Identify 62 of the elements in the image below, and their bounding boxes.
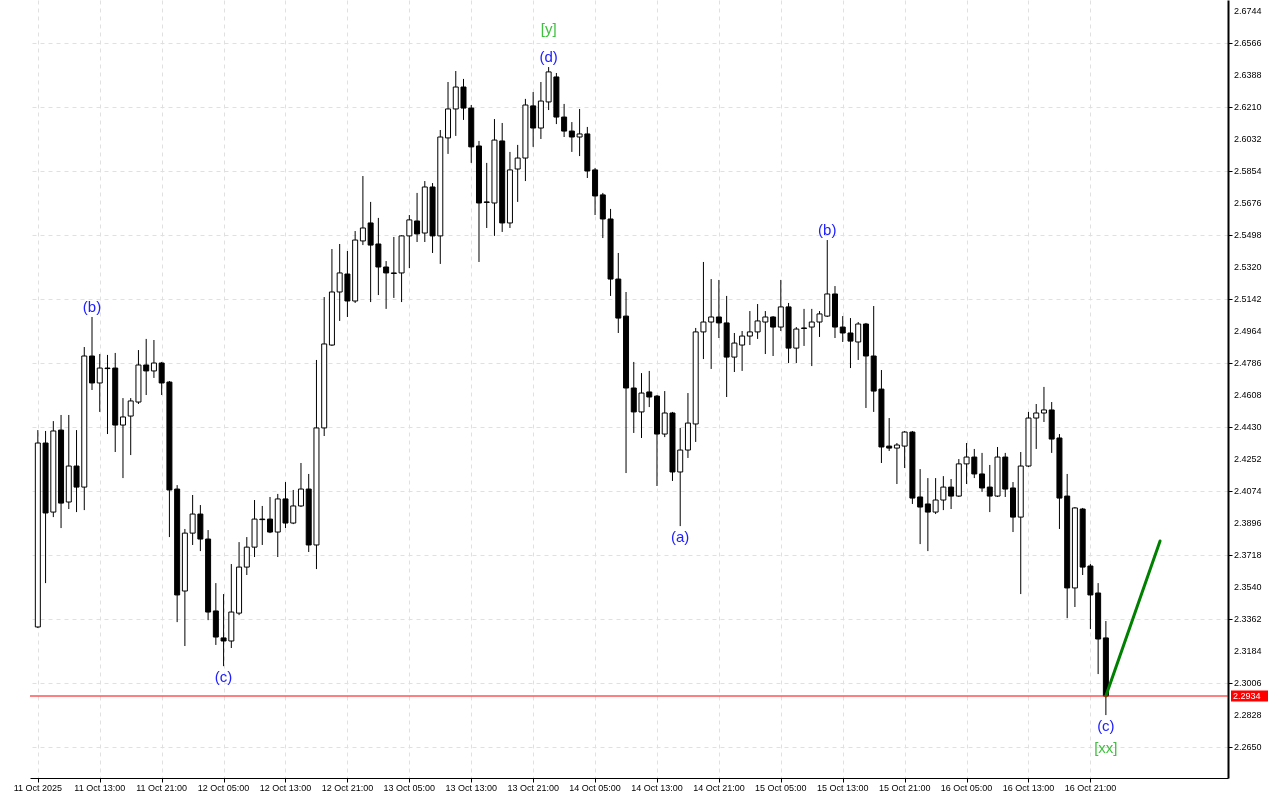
candlestick [297, 462, 304, 508]
annotation: (b) [82, 297, 102, 315]
candlestick [801, 308, 808, 347]
y-tick-label: 2.6210 [1234, 101, 1262, 112]
y-tick-label: 2.6388 [1234, 69, 1262, 80]
x-tick-label: 11 Oct 21:00 [136, 783, 188, 793]
y-tick-label: 2.4608 [1234, 390, 1262, 401]
annotation: [y] [540, 20, 557, 38]
x-tick-label: 12 Oct 05:00 [197, 783, 250, 793]
x-tick-label: 13 Oct 21:00 [507, 783, 559, 793]
y-tick-label: 2.3540 [1234, 582, 1262, 593]
candlestick [893, 442, 900, 485]
y-tick-label: 2.4964 [1234, 326, 1262, 337]
ref-line-label: 2.2934 [1233, 691, 1261, 702]
annotation: (a) [671, 528, 690, 546]
candlestick [150, 339, 157, 379]
y-tick-label: 2.3362 [1234, 614, 1262, 625]
x-tick-label: 15 Oct 13:00 [816, 783, 869, 793]
x-tick-label: 16 Oct 21:00 [1064, 783, 1117, 793]
x-tick-label: 12 Oct 13:00 [259, 783, 312, 793]
y-tick-label: 2.3896 [1234, 518, 1262, 529]
x-tick-label: 14 Oct 05:00 [569, 783, 621, 793]
annotation: (c) [214, 668, 233, 686]
candlestick [119, 397, 126, 479]
y-tick-label: 2.6744 [1234, 5, 1262, 16]
y-tick-label: 2.5320 [1234, 262, 1262, 272]
x-tick-label: 16 Oct 05:00 [940, 783, 993, 793]
y-tick-label: 2.2650 [1234, 742, 1262, 753]
x-tick-label: 13 Oct 13:00 [445, 783, 498, 793]
x-tick-label: 15 Oct 05:00 [755, 783, 807, 793]
y-tick-label: 2.4074 [1234, 486, 1262, 497]
y-tick-label: 2.6566 [1234, 37, 1262, 48]
y-tick-label: 2.4430 [1234, 422, 1262, 433]
annotation: (b) [818, 221, 837, 239]
y-tick-label: 2.5142 [1234, 294, 1262, 305]
x-tick-label: 15 Oct 21:00 [878, 783, 931, 793]
y-tick-label: 2.3006 [1234, 678, 1262, 689]
y-tick-label: 2.3184 [1234, 646, 1262, 657]
x-tick-label: 13 Oct 05:00 [383, 783, 436, 793]
x-tick-label: 11 Oct 13:00 [74, 783, 126, 793]
y-tick-label: 2.5498 [1234, 230, 1262, 240]
y-tick-label: 2.3718 [1234, 550, 1262, 561]
candlestick [267, 496, 274, 534]
y-tick-label: 2.6032 [1234, 133, 1262, 144]
x-tick-label: 12 Oct 21:00 [321, 783, 374, 793]
candlestick [414, 192, 421, 243]
x-tick-label: 16 Oct 13:00 [1002, 783, 1055, 793]
candlestick [770, 315, 777, 357]
y-tick-label: 2.5676 [1234, 198, 1262, 208]
x-tick-label: 14 Oct 21:00 [693, 783, 745, 793]
candlestick [948, 478, 955, 510]
annotation: (c) [1097, 717, 1115, 735]
candlestick [1040, 386, 1047, 423]
y-tick-label: 2.5854 [1234, 165, 1262, 176]
y-tick-label: 2.4252 [1234, 454, 1262, 465]
annotation: (d) [539, 48, 558, 66]
y-tick-label: 2.4786 [1234, 358, 1262, 369]
candlestick [979, 452, 986, 493]
x-tick-label: 11 Oct 2025 [13, 783, 63, 793]
x-tick-label: 14 Oct 13:00 [631, 783, 683, 793]
y-tick-label: 2.2828 [1234, 710, 1262, 721]
annotation: [xx] [1094, 739, 1118, 757]
